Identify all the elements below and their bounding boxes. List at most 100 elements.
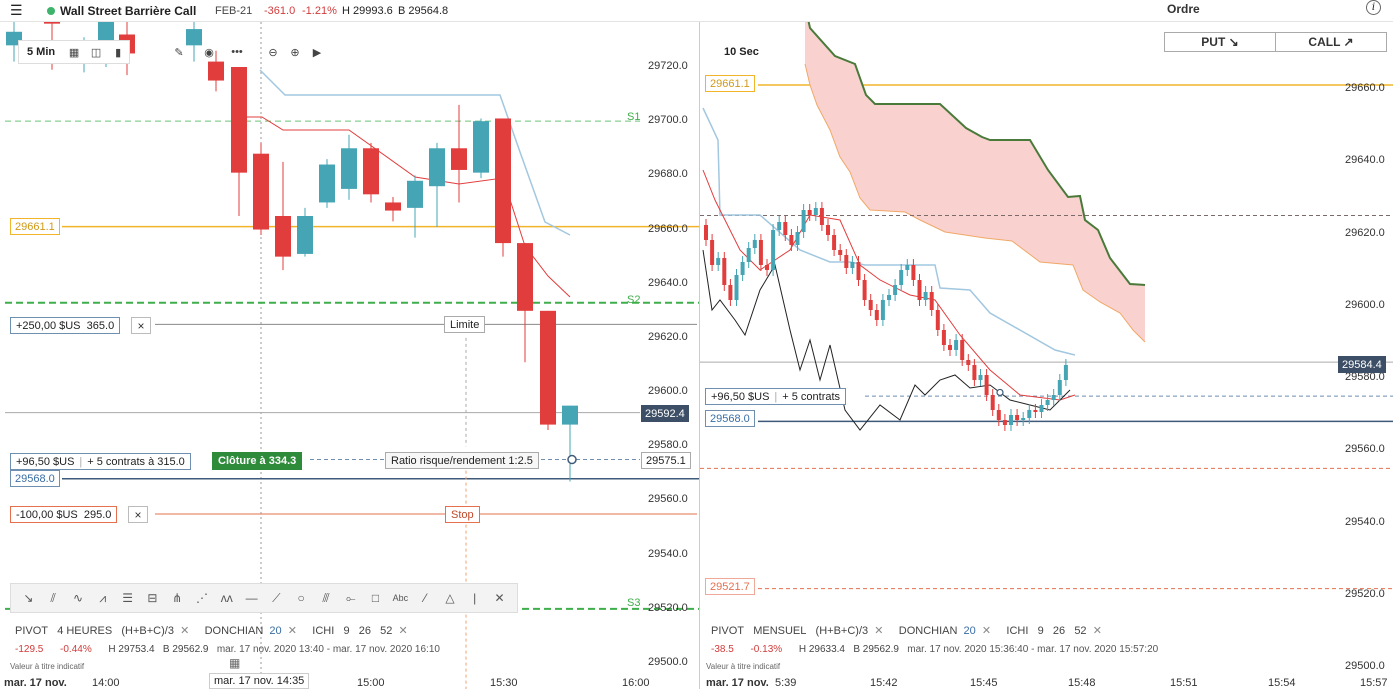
candle-body [429, 148, 445, 187]
calendar-icon[interactable]: ▦ [229, 656, 241, 670]
call-button[interactable]: CALL ↗ [1275, 32, 1387, 52]
right-chart-canvas[interactable] [700, 22, 1393, 689]
ichi-value-2: 26 [358, 625, 371, 637]
y-tick-label: 29720.0 [648, 60, 688, 72]
stop-pnl: -100,00 $US [16, 508, 78, 521]
calendar-icon[interactable]: ▦ [68, 46, 80, 59]
right-disclaimer: Valeur à titre indicatif [706, 662, 781, 671]
stats-high: H 29753.4 [108, 644, 155, 655]
remove-indicator-icon[interactable]: ✕ [1092, 625, 1102, 637]
candle-body [887, 295, 891, 300]
close-position-button[interactable]: Clôture à 334.3 [212, 452, 303, 470]
remove-indicator-icon[interactable]: ✕ [398, 625, 408, 637]
pitchfork-icon[interactable]: ⋔ [172, 591, 183, 605]
limit-close-button[interactable]: × [131, 317, 151, 334]
stats-low: B 29562.9 [162, 644, 209, 655]
instrument-name[interactable]: Wall Street Barrière Call [60, 4, 197, 18]
pencil-icon[interactable]: ✎ [174, 46, 184, 59]
right-orange-level-tag: 29661.1 [705, 75, 755, 92]
pivot-period[interactable]: 4 HEURES [57, 625, 113, 637]
remove-indicator-icon[interactable]: ✕ [981, 625, 992, 637]
position-label[interactable]: +96,50 $US | + 5 contrats à 315.0 [10, 453, 191, 470]
cursor-icon[interactable]: | [473, 591, 477, 605]
limit-order-label[interactable]: +250,00 $US 365.0 [10, 317, 121, 334]
zigzag-icon[interactable]: ⩘ [99, 590, 107, 605]
candle-body [734, 275, 739, 300]
bar-chart-icon[interactable]: ▮ [115, 46, 122, 59]
stop-order-label[interactable]: -100,00 $US 295.0 [10, 506, 118, 523]
fib-fan-icon[interactable]: ⊟ [147, 591, 158, 605]
stop-price: 295.0 [83, 508, 112, 521]
text-icon[interactable]: Abc [392, 593, 409, 603]
remove-indicator-icon[interactable]: ✕ [874, 625, 884, 637]
rectangle-icon[interactable]: □ [371, 591, 380, 605]
stats-range: mar. 17 nov. 2020 15:36:40 - mar. 17 nov… [907, 644, 1159, 655]
trendline-icon[interactable]: ↘ [23, 591, 34, 605]
donchian-label[interactable]: DONCHIAN [898, 625, 958, 637]
triangle-icon[interactable]: △ [445, 591, 455, 605]
eye-icon[interactable]: ◉ [204, 46, 214, 59]
candle-body [740, 262, 745, 275]
pivot-label[interactable]: PIVOT [711, 625, 745, 637]
candle-body [1039, 405, 1044, 412]
stop-close-button[interactable]: × [128, 506, 148, 523]
donchian-label[interactable]: DONCHIAN [204, 625, 264, 637]
candle-body [838, 250, 843, 255]
right-x-tick: 5:39 [775, 677, 797, 689]
wave-icon[interactable]: ∿ [72, 591, 84, 605]
play-icon[interactable]: ▶ [312, 46, 322, 59]
candle-body [929, 292, 934, 310]
pivot-formula: (H+B+C)/3 [815, 625, 869, 637]
remove-indicator-icon[interactable]: ✕ [287, 625, 297, 637]
pattern-icon[interactable]: ʌʌ [220, 591, 233, 605]
ruler-icon[interactable]: ⟋ [272, 590, 281, 605]
right-interval-label[interactable]: 10 Sec [724, 46, 759, 58]
circle-icon[interactable]: ○ [297, 591, 305, 605]
left-disclaimer: Valeur à titre indicatif [10, 662, 85, 671]
interval-selector[interactable]: 5 Min [27, 46, 56, 58]
ichi-label[interactable]: ICHI [1006, 625, 1029, 637]
line-icon[interactable]: ⁄ [424, 591, 427, 605]
remove-indicator-icon[interactable]: ✕ [180, 625, 190, 637]
limit-tag[interactable]: Limite [444, 316, 486, 333]
right-position-label[interactable]: +96,50 $US | + 5 contrats [705, 388, 847, 405]
right-chart-panel[interactable] [700, 22, 1393, 689]
hamburger-icon[interactable]: ☰ [10, 2, 23, 18]
close-icon[interactable]: ✕ [494, 591, 505, 605]
position-price-tag: 29575.1 [641, 452, 691, 469]
zoom-in-icon[interactable]: ⊕ [290, 46, 300, 59]
channel-icon[interactable]: ⫽ [50, 590, 56, 605]
info-icon[interactable]: i [1366, 0, 1381, 15]
y-tick-label: 29540.0 [1345, 515, 1385, 528]
gann-icon[interactable]: ⫻ [322, 590, 330, 605]
pivot-period[interactable]: MENSUEL [753, 625, 807, 637]
more-icon[interactable]: ••• [231, 46, 243, 58]
left-indicator-bar: PIVOT 4 HEURES (H+B+C)/3 ✕ DONCHIAN 20 ✕… [15, 624, 408, 637]
candle-body [966, 360, 971, 365]
pivot-label[interactable]: PIVOT [15, 625, 49, 637]
y-tick-label: 29600.0 [648, 385, 688, 398]
fib-arc-icon[interactable]: ⋰ [195, 591, 208, 605]
horizontal-line-icon[interactable]: — [245, 591, 258, 605]
candle-body [923, 292, 928, 300]
zoom-out-icon[interactable]: ⊖ [268, 46, 278, 59]
stop-tag[interactable]: Stop [445, 506, 480, 523]
candle-body [960, 340, 965, 360]
drawing-toolbar: ↘ ⫽ ∿ ⩘ ☰ ⊟ ⋔ ⋰ ʌʌ — ⟋ ○ ⫻ ⟜ □ Abc ⁄ △ |… [10, 583, 518, 613]
ichi-label[interactable]: ICHI [312, 625, 335, 637]
candle-body [948, 345, 952, 350]
put-button[interactable]: PUT ↘ [1164, 32, 1276, 52]
fibonacci-icon[interactable]: ☰ [122, 591, 133, 605]
y-tick-label: 29540.0 [648, 547, 688, 560]
status-dot-icon [47, 7, 55, 15]
position-pnl: +96,50 $US [16, 455, 75, 468]
candle-body [253, 153, 269, 230]
split-view-icon[interactable]: ◫ [90, 46, 102, 59]
y-tick-label: 29640.0 [1345, 154, 1385, 167]
candle-body [407, 180, 423, 208]
candle-body [495, 118, 511, 244]
path-icon[interactable]: ⟜ [345, 590, 356, 605]
candle-body [1033, 410, 1038, 412]
ichimoku-cloud [805, 22, 1145, 342]
right-position-pnl: +96,50 $US [711, 390, 770, 403]
